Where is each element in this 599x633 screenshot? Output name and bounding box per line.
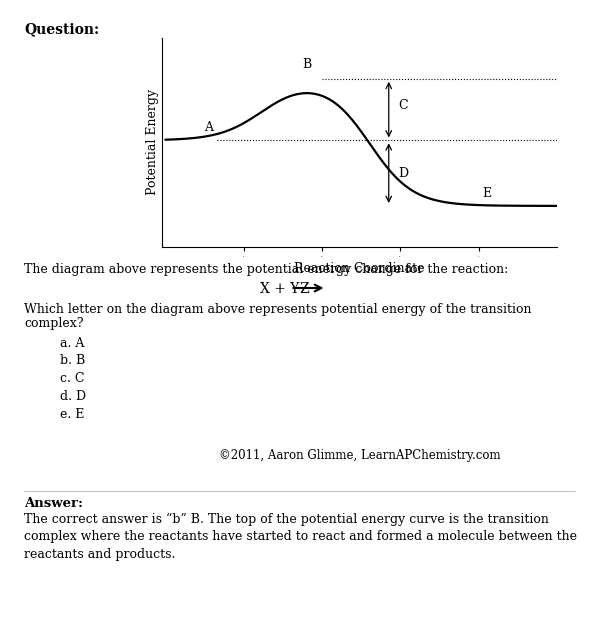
Text: b. B: b. B [60, 354, 85, 368]
Text: d. D: d. D [60, 390, 86, 403]
Text: Z: Z [300, 282, 309, 296]
Text: Question:: Question: [24, 22, 99, 36]
Text: E: E [482, 187, 491, 200]
Text: X + Y: X + Y [260, 282, 300, 296]
Text: reactants and products.: reactants and products. [24, 548, 176, 561]
Text: Which letter on the diagram above represents potential energy of the transition: Which letter on the diagram above repres… [24, 303, 531, 316]
Text: C: C [398, 99, 408, 112]
X-axis label: Reaction Coordinate: Reaction Coordinate [294, 263, 425, 275]
Text: D: D [398, 166, 409, 180]
Text: complex?: complex? [24, 316, 83, 330]
Text: Answer:: Answer: [24, 497, 83, 510]
Text: B: B [302, 58, 311, 71]
Text: c. C: c. C [60, 372, 84, 385]
Text: A: A [204, 122, 213, 134]
Text: The correct answer is “b” B. The top of the potential energy curve is the transi: The correct answer is “b” B. The top of … [24, 513, 549, 526]
Text: complex where the reactants have started to react and formed a molecule between : complex where the reactants have started… [24, 530, 577, 544]
Text: ©2011, Aaron Glimme, LearnAPChemistry.com: ©2011, Aaron Glimme, LearnAPChemistry.co… [219, 449, 500, 463]
Text: The diagram above represents the potential energy change for the reaction:: The diagram above represents the potenti… [24, 263, 508, 276]
Y-axis label: Potential Energy: Potential Energy [146, 89, 159, 196]
Text: e. E: e. E [60, 408, 84, 421]
Text: a. A: a. A [60, 337, 84, 350]
